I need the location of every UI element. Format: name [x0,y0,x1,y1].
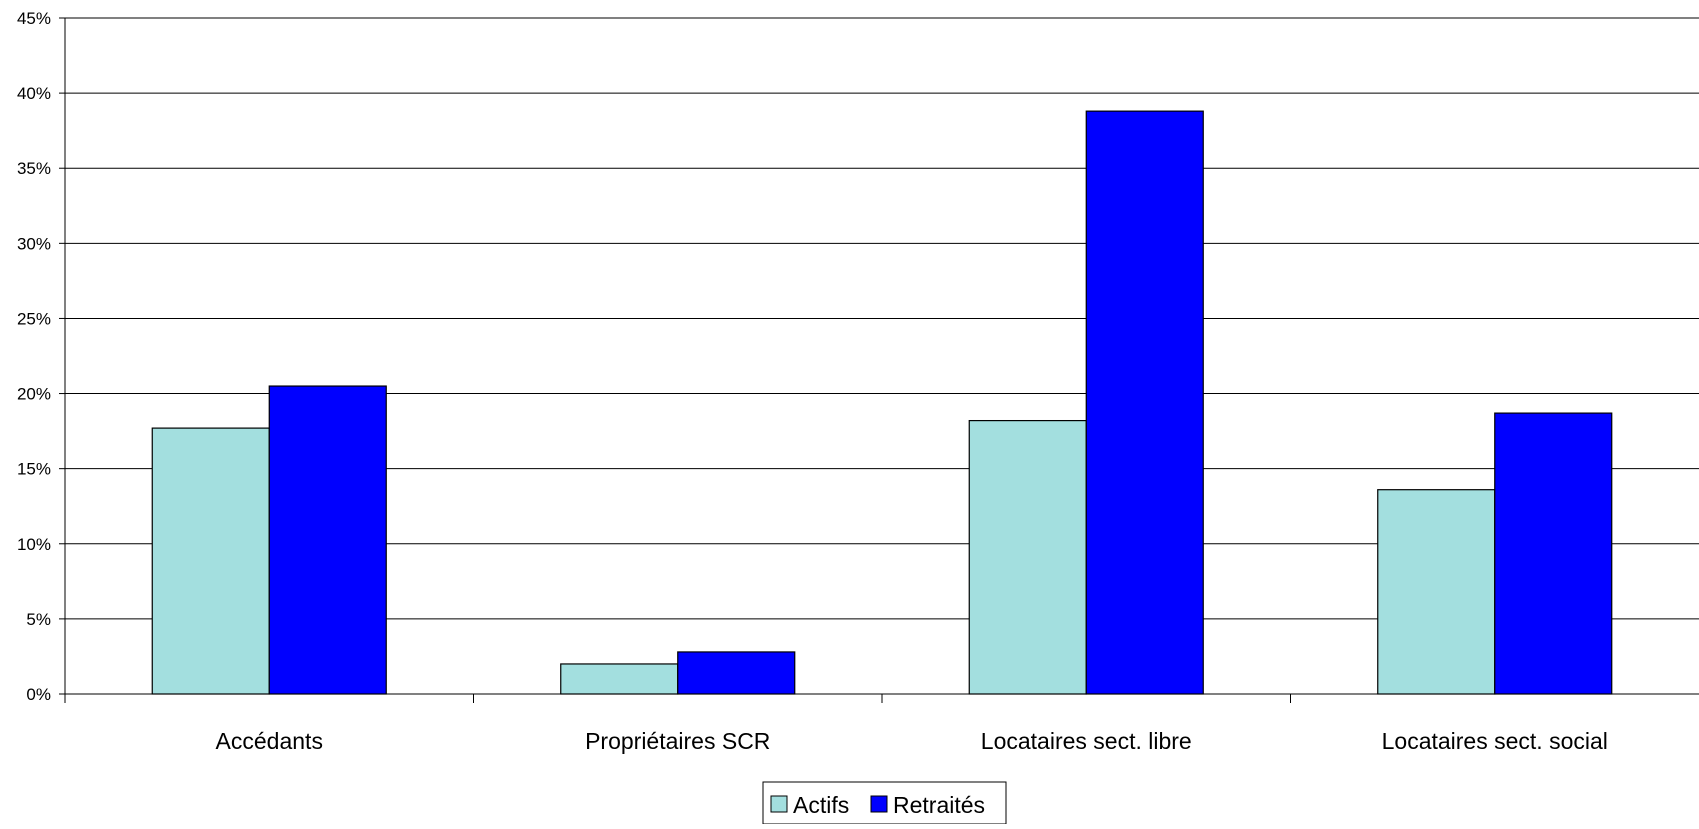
x-tick-label: Locataires sect. social [1382,728,1608,754]
legend-label-actifs: Actifs [793,792,849,818]
bar-actifs [151,427,270,695]
y-tick-label: 20% [17,385,51,404]
bar-retraites [1085,110,1204,695]
y-tick-labels: 0% 5% 10% 15% 20% 25% 30% 35% 40% 45% [17,9,51,704]
y-tick-label: 10% [17,535,51,554]
bar-retraites [677,651,796,695]
legend-swatch-retraites [870,795,888,813]
x-tick-label: Propriétaires SCR [585,728,770,754]
bars [151,110,1613,695]
y-tick-label: 25% [17,309,51,328]
x-tick-labels: Accédants Propriétaires SCR Locataires sec… [216,728,1608,754]
axes [59,17,1699,703]
y-tick-label: 40% [17,84,51,103]
bar-actifs [560,663,679,695]
y-tick-label: 5% [26,610,51,629]
bar-retraites [1494,412,1613,695]
legend: Actifs Retraités [762,781,1007,825]
y-tick-label: 35% [17,159,51,178]
y-tick-label: 45% [17,9,51,28]
y-tick-label: 30% [17,234,51,253]
y-tick-label: 15% [17,460,51,479]
legend-swatch-actifs [770,795,788,813]
legend-label-retraites: Retraités [893,792,985,818]
bar-retraites [268,385,387,695]
x-tick-label: Accédants [216,728,323,754]
bar-actifs [1377,489,1496,695]
bar-actifs [968,419,1087,695]
y-tick-label: 0% [26,685,51,704]
x-tick-label: Locataires sect. libre [981,728,1192,754]
